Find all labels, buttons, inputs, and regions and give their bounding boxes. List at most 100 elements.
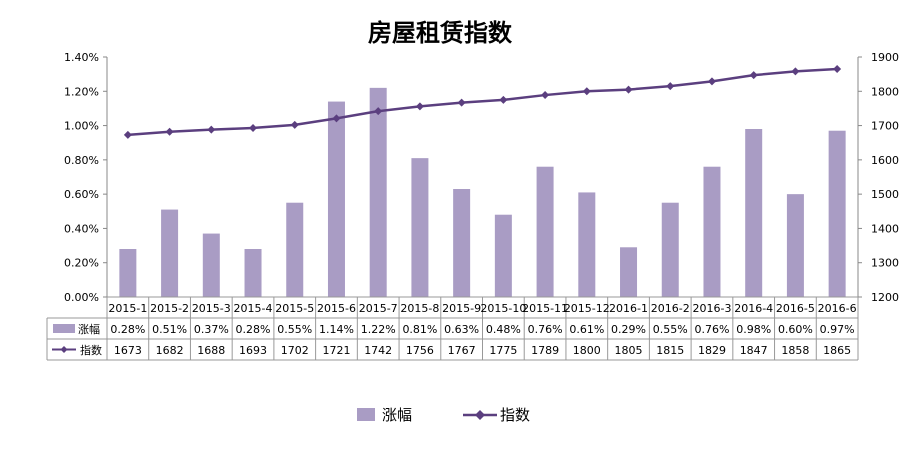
table-bar-key [53,324,75,333]
legend-line-label: 指数 [500,406,530,424]
index-value-label: 1865 [823,344,851,357]
bar-value-label: 0.76% [694,323,729,336]
category-label: 2015-2 [150,302,189,315]
index-point-2016-6 [833,65,842,73]
right-tick-label: 1500 [871,188,899,201]
right-tick-label: 1700 [871,120,899,133]
bar-2015-7 [369,87,387,297]
left-tick-label: 0.60% [64,188,99,201]
bar-value-label: 0.81% [402,323,437,336]
bar-value-label: 0.76% [528,323,563,336]
index-point-2015-3 [207,125,216,134]
index-point-2015-5 [290,120,299,129]
index-point-2015-9 [457,98,466,107]
index-value-label: 1673 [114,344,142,357]
category-label: 2015-5 [275,302,314,315]
right-tick-label: 1600 [871,154,899,167]
index-value-label: 1693 [239,344,267,357]
bar-value-label: 0.55% [653,323,688,336]
bar-2015-12 [578,192,596,297]
category-label: 2015-9 [442,302,481,315]
index-value-label: 1805 [615,344,643,357]
left-tick-label: 0.80% [64,154,99,167]
index-value-label: 1800 [573,344,601,357]
left-tick-label: 0.00% [64,291,99,304]
category-label: 2015-6 [317,302,356,315]
category-label: 2015-11 [522,302,568,315]
bar-2015-3 [202,233,220,297]
bar-value-label: 0.63% [444,323,479,336]
index-point-2016-1 [624,85,633,94]
index-point-2016-2 [666,82,675,91]
bar-value-label: 0.98% [736,323,771,336]
index-point-2015-4 [249,123,258,132]
index-value-label: 1829 [698,344,726,357]
index-value-label: 1756 [406,344,434,357]
index-line [127,67,838,137]
category-label: 2015-12 [564,302,610,315]
bar-value-label: 0.37% [194,323,229,336]
index-value-label: 1688 [197,344,225,357]
category-label: 2015-8 [400,302,439,315]
index-value-label: 1775 [489,344,517,357]
bar-value-label: 0.28% [236,323,271,336]
category-label: 2015-10 [480,302,526,315]
left-tick-label: 1.00% [64,120,99,133]
bar-2016-1 [620,247,638,297]
index-point-2015-8 [415,102,424,111]
right-tick-label: 1900 [871,51,899,64]
right-tick-label: 1800 [871,85,899,98]
bar-value-label: 0.55% [277,323,312,336]
category-label: 2015-4 [234,302,273,315]
left-tick-label: 1.20% [64,85,99,98]
bar-value-label: 0.48% [486,323,521,336]
bar-value-label: 0.29% [611,323,646,336]
bar-value-label: 1.22% [361,323,396,336]
index-value-label: 1847 [740,344,768,357]
bar-2015-1 [119,249,137,297]
index-point-2015-12 [582,87,591,96]
chart-title: 房屋租赁指数 [368,18,513,47]
index-point-2016-4 [749,71,758,80]
bar-2015-2 [161,209,179,297]
index-point-2016-5 [791,67,800,76]
category-label: 2015-3 [192,302,231,315]
index-value-label: 1702 [281,344,309,357]
bar-value-label: 0.97% [820,323,855,336]
index-point-2015-6 [332,114,341,123]
index-value-label: 1742 [364,344,392,357]
bar-2015-6 [327,101,345,297]
right-tick-label: 1400 [871,222,899,235]
bar-2016-3 [703,166,721,297]
index-value-label: 1789 [531,344,559,357]
index-point-2015-7 [374,107,383,116]
left-tick-label: 0.20% [64,257,99,270]
index-value-label: 1858 [781,344,809,357]
bar-2015-5 [286,202,304,297]
left-tick-label: 1.40% [64,51,99,64]
bar-value-label: 1.14% [319,323,354,336]
bar-2016-2 [661,202,679,297]
bar-2016-4 [745,129,763,297]
bar-2015-4 [244,249,262,297]
bar-value-label: 0.61% [569,323,604,336]
category-label: 2015-7 [359,302,398,315]
category-label: 2016-6 [818,302,857,315]
legend-bar-label: 涨幅 [382,406,412,424]
bar-value-label: 0.28% [110,323,145,336]
right-tick-label: 1200 [871,291,899,304]
bar-2015-9 [453,189,471,297]
index-point-2016-3 [707,77,716,86]
category-label: 2016-2 [651,302,690,315]
right-tick-label: 1300 [871,257,899,270]
index-point-2015-2 [165,127,174,136]
left-tick-label: 0.40% [64,222,99,235]
index-point-2015-11 [541,91,550,100]
bar-value-label: 0.51% [152,323,187,336]
table-line-key-marker [60,346,68,353]
index-value-label: 1767 [448,344,476,357]
legend-bar-swatch [357,408,375,421]
legend-line-marker [475,410,485,420]
category-label: 2016-5 [776,302,815,315]
